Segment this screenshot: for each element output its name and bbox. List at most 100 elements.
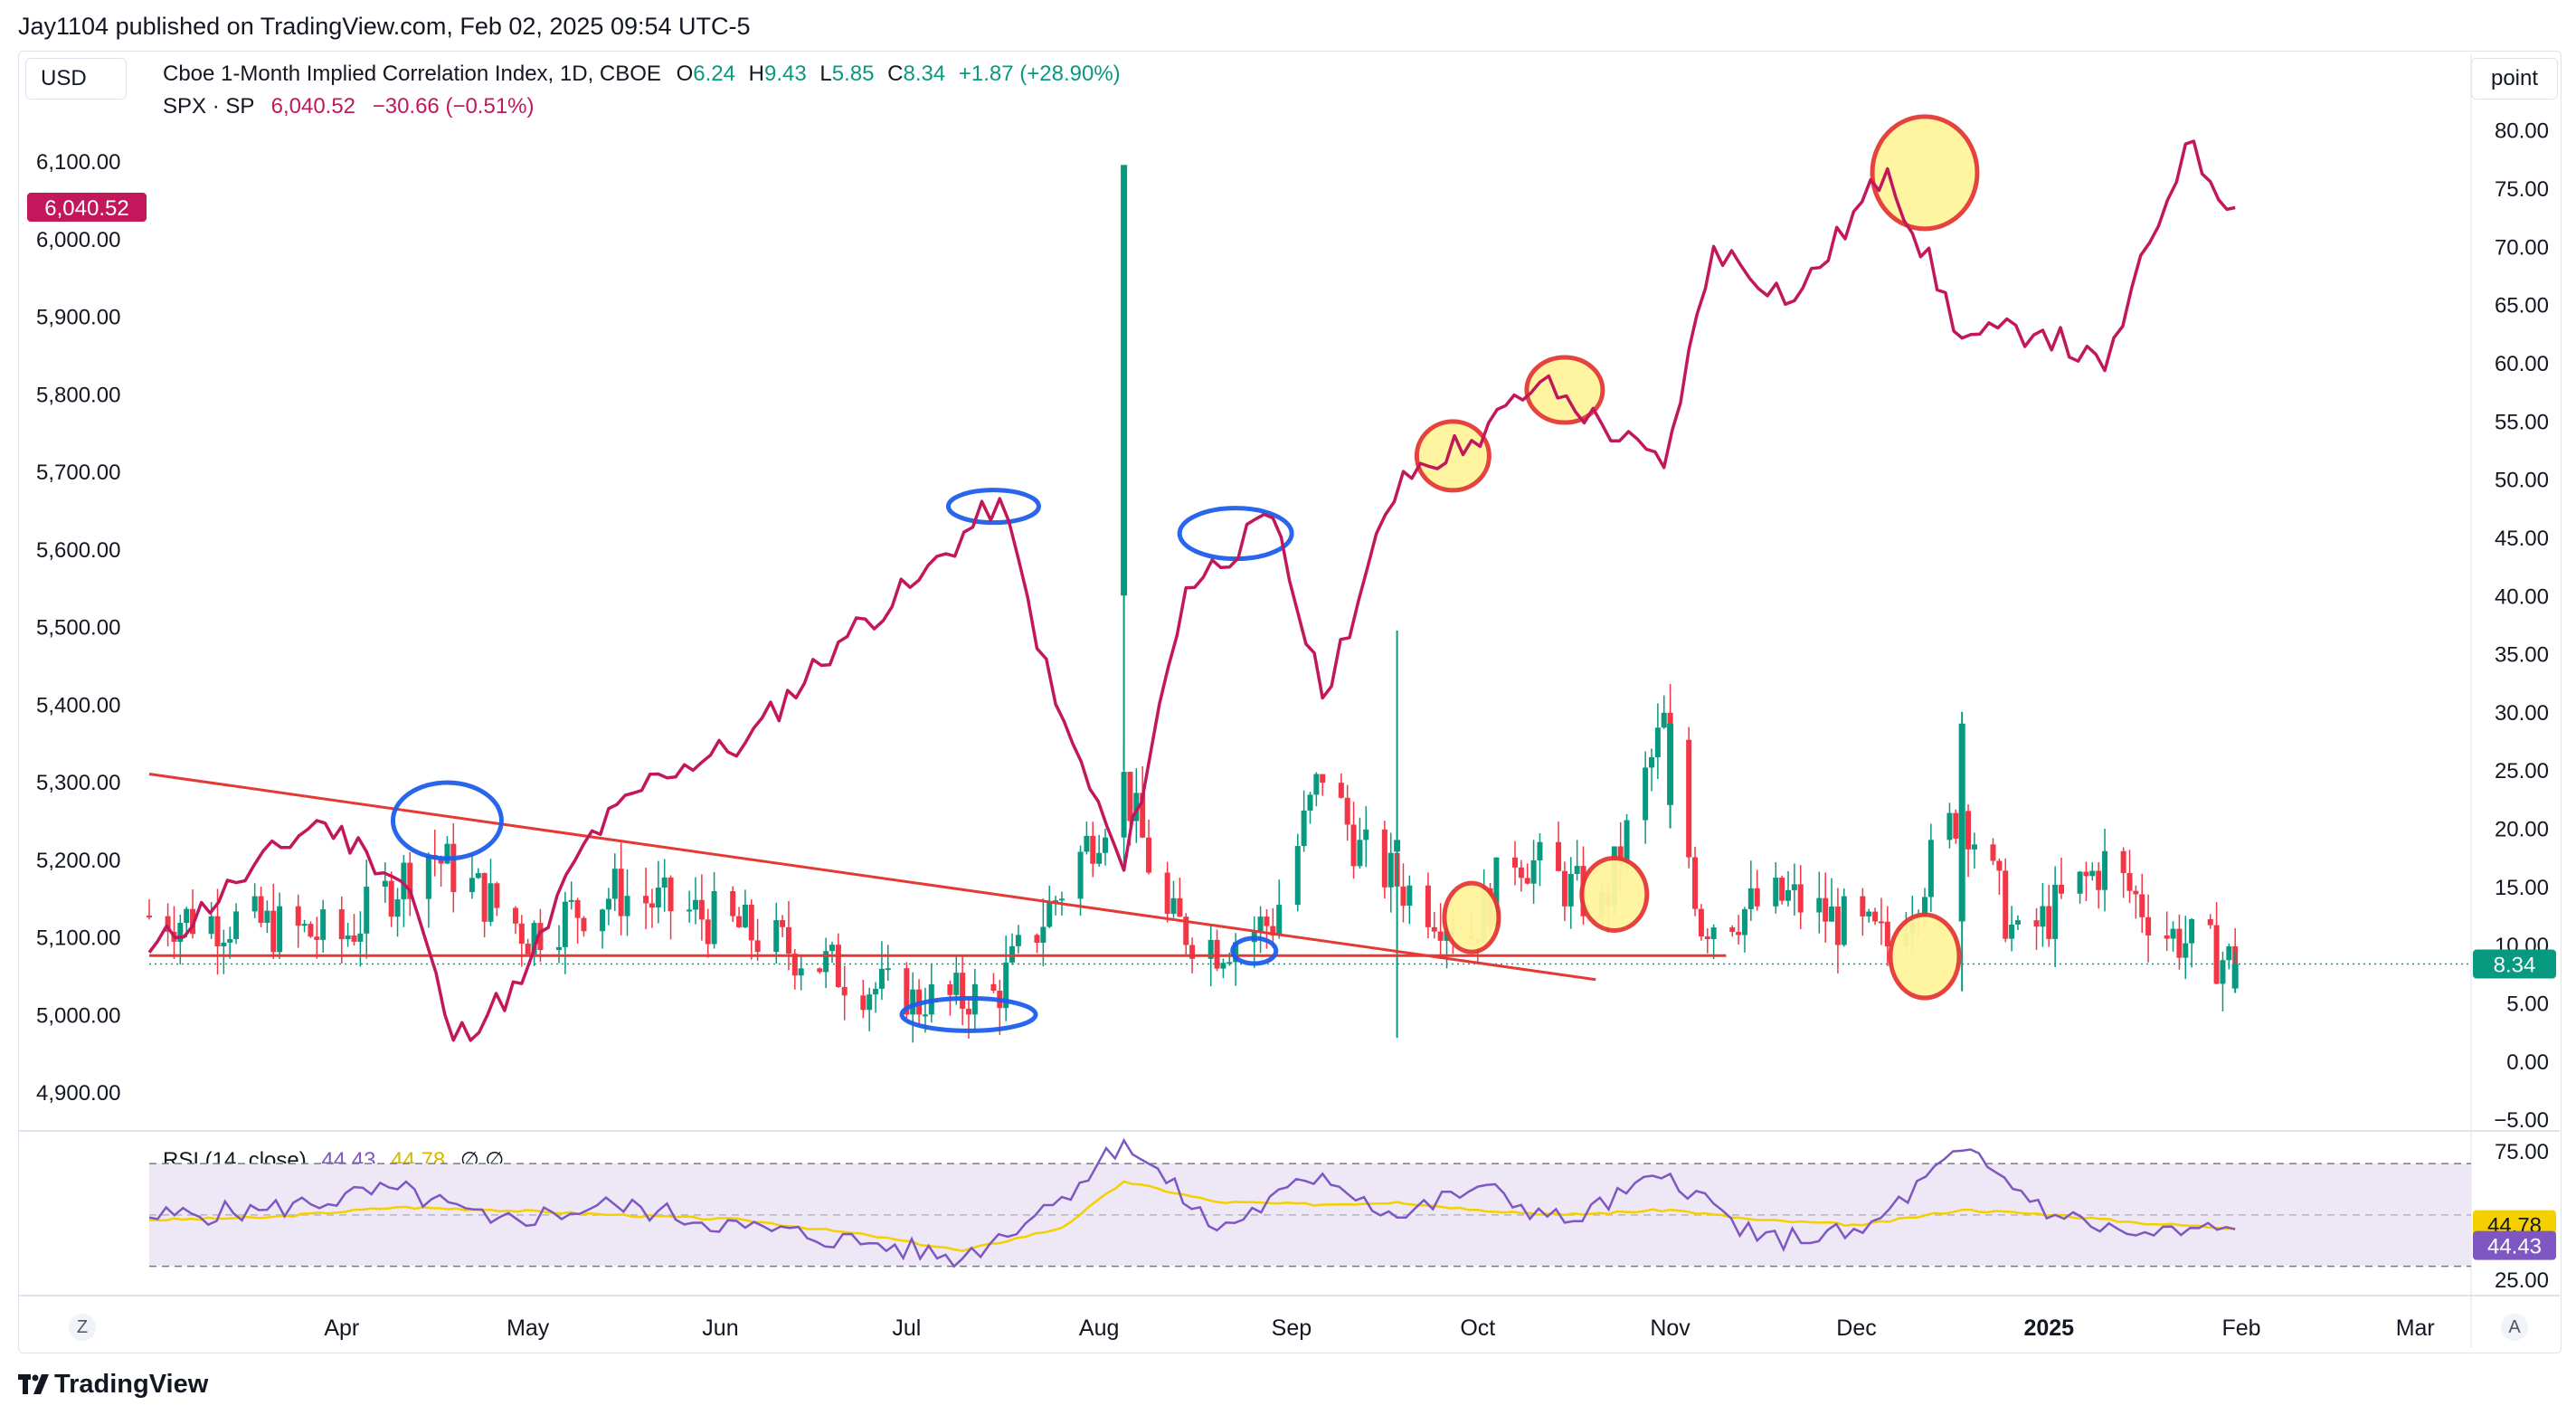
candle-body bbox=[1307, 794, 1313, 811]
candle-body bbox=[1357, 840, 1363, 867]
right-tick-label: 65.00 bbox=[2495, 294, 2549, 318]
candle-body bbox=[1518, 867, 1524, 878]
candle-body bbox=[860, 995, 867, 1011]
annotation-circle bbox=[1414, 419, 1492, 493]
spx-legend: SPX · SP 6,040.52 −30.66 (−0.51%) bbox=[163, 94, 535, 119]
left-tick-label: 5,200.00 bbox=[36, 849, 120, 873]
high-value: 9.43 bbox=[764, 62, 807, 86]
candle-body bbox=[481, 873, 488, 922]
left-tick-label: 5,600.00 bbox=[36, 538, 120, 563]
candle-body bbox=[1226, 962, 1233, 964]
candle-body bbox=[947, 983, 953, 995]
candle-body bbox=[1381, 829, 1387, 888]
candle-body bbox=[401, 862, 407, 900]
candle-body bbox=[1872, 911, 1879, 922]
candle-body bbox=[2183, 943, 2189, 958]
candle-body bbox=[2189, 918, 2195, 944]
candle-body bbox=[277, 906, 283, 953]
candle-body bbox=[425, 855, 431, 899]
zoom-icon[interactable]: Z bbox=[69, 1314, 96, 1341]
right-tick-label: 60.00 bbox=[2495, 352, 2549, 376]
candle-body bbox=[904, 968, 910, 1015]
candle-body bbox=[2014, 920, 2021, 925]
high-label: H bbox=[748, 62, 764, 86]
candle-body bbox=[1524, 878, 1530, 884]
candle-body bbox=[611, 869, 618, 899]
candle-body bbox=[221, 942, 227, 947]
candle-body bbox=[251, 896, 258, 912]
x-tick-label: Sep bbox=[1272, 1315, 1312, 1341]
candle-body bbox=[698, 899, 705, 920]
left-tick-label: 5,700.00 bbox=[36, 461, 120, 485]
candle-body bbox=[1512, 857, 1518, 868]
candle-body bbox=[1643, 767, 1649, 821]
auto-scale-icon[interactable]: A bbox=[2501, 1314, 2528, 1341]
left-tick-label: 6,000.00 bbox=[36, 228, 120, 252]
candle-body bbox=[2046, 906, 2052, 939]
candle-body bbox=[568, 899, 574, 902]
candle-body bbox=[556, 946, 562, 951]
x-tick-label: Aug bbox=[1079, 1315, 1119, 1341]
right-tick-label: 15.00 bbox=[2495, 876, 2549, 900]
candle-body bbox=[2102, 850, 2108, 890]
spx-title: SPX · SP bbox=[163, 94, 254, 119]
candle-body bbox=[1829, 907, 1835, 922]
candle-body bbox=[605, 898, 611, 910]
candle-body bbox=[518, 923, 525, 945]
candle-body bbox=[351, 935, 357, 942]
annotation-circle bbox=[945, 488, 1041, 526]
spx-value: 6,040.52 bbox=[270, 94, 356, 119]
candle-body bbox=[1233, 942, 1239, 963]
candle-body bbox=[867, 994, 873, 1011]
left-tick-label: 6,100.00 bbox=[36, 150, 120, 175]
currency-button[interactable]: USD bbox=[25, 58, 127, 100]
candle-body bbox=[600, 909, 606, 932]
candle-body bbox=[2126, 872, 2133, 891]
candle-body bbox=[1661, 712, 1667, 728]
candle-body bbox=[1710, 927, 1717, 940]
candle-body bbox=[264, 910, 270, 923]
left-tick-label: 5,900.00 bbox=[36, 306, 120, 330]
candle-body bbox=[1003, 962, 1009, 1009]
candle-body bbox=[394, 899, 401, 917]
candle-body bbox=[1301, 810, 1307, 847]
candle-body bbox=[1624, 820, 1630, 865]
candle-body bbox=[1866, 911, 1872, 916]
candle-body bbox=[618, 869, 624, 916]
candle-body bbox=[1878, 921, 1884, 924]
annotation-circle bbox=[1888, 912, 1962, 1001]
candle-body bbox=[878, 968, 885, 989]
candle-body bbox=[2083, 871, 2089, 877]
candle-body bbox=[1747, 888, 1754, 909]
candle-body bbox=[829, 945, 835, 952]
candle-body bbox=[177, 923, 184, 942]
candle-body bbox=[531, 923, 537, 954]
right-tick-label: 70.00 bbox=[2495, 235, 2549, 260]
candle-body bbox=[444, 843, 450, 864]
left-tick-label: 5,500.00 bbox=[36, 616, 120, 641]
right-tick-label: 45.00 bbox=[2495, 527, 2549, 551]
candle-body bbox=[773, 920, 780, 953]
annotation-circle bbox=[390, 780, 504, 861]
annotation-circle bbox=[1442, 880, 1501, 954]
candle-body bbox=[227, 938, 233, 943]
candle-body bbox=[2176, 928, 2183, 958]
candle-body bbox=[2089, 870, 2096, 877]
change-value: +1.87 (+28.90%) bbox=[958, 62, 1121, 86]
candle-body bbox=[1425, 885, 1431, 927]
candle-body bbox=[2052, 884, 2059, 939]
candle-body bbox=[1971, 844, 1977, 850]
candle-body bbox=[1493, 857, 1500, 926]
candle-body bbox=[823, 951, 829, 973]
candle-body bbox=[2139, 894, 2145, 917]
candle-body bbox=[1556, 841, 1562, 871]
candle-body bbox=[736, 916, 743, 927]
index-last-badge-bg bbox=[2473, 949, 2556, 979]
candle-body bbox=[357, 933, 364, 942]
publisher-line: Jay1104 published on TradingView.com, Fe… bbox=[18, 13, 751, 40]
candle-body bbox=[1394, 840, 1401, 852]
candle-body bbox=[488, 883, 494, 922]
candle-body bbox=[1667, 723, 1674, 805]
candle-body bbox=[2077, 871, 2083, 894]
candle-body bbox=[1567, 873, 1574, 907]
